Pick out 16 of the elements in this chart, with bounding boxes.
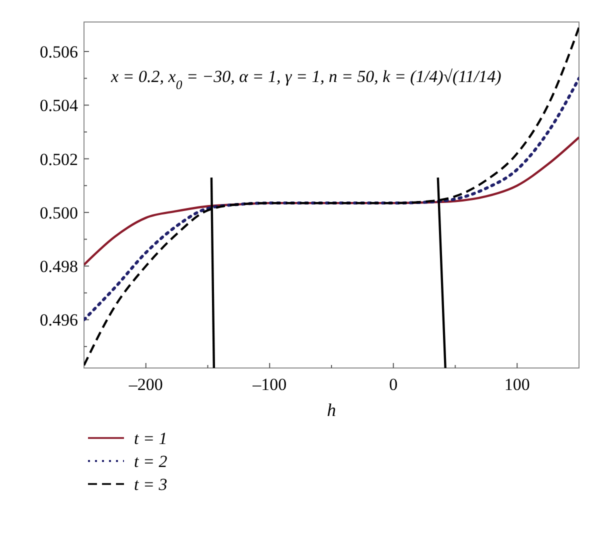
legend-label: t = 1 [134,429,168,448]
y-tick-label: 0.498 [40,257,78,276]
x-tick-label: 100 [504,375,530,394]
x-tick-label: –200 [128,375,163,394]
y-tick-label: 0.504 [40,96,78,116]
line-series [84,26,579,366]
y-tick-label: 0.500 [40,203,78,222]
y-tick-label: 0.496 [40,310,78,330]
annotation: x = 0.2, x$_{0}$ = −30, α = 1, γ = 1, n = 50, k = (1/4)√(11/14) [110,67,502,92]
y-tick-label: 0.506 [40,42,78,62]
y-tick-label: 0.502 [40,150,78,169]
x-axis-title: h [327,400,336,420]
x-tick-label: –100 [252,375,287,394]
legend-label: t = 2 [134,452,168,471]
legend-label: t = 3 [134,475,168,494]
x-tick-label: 0 [389,375,398,394]
